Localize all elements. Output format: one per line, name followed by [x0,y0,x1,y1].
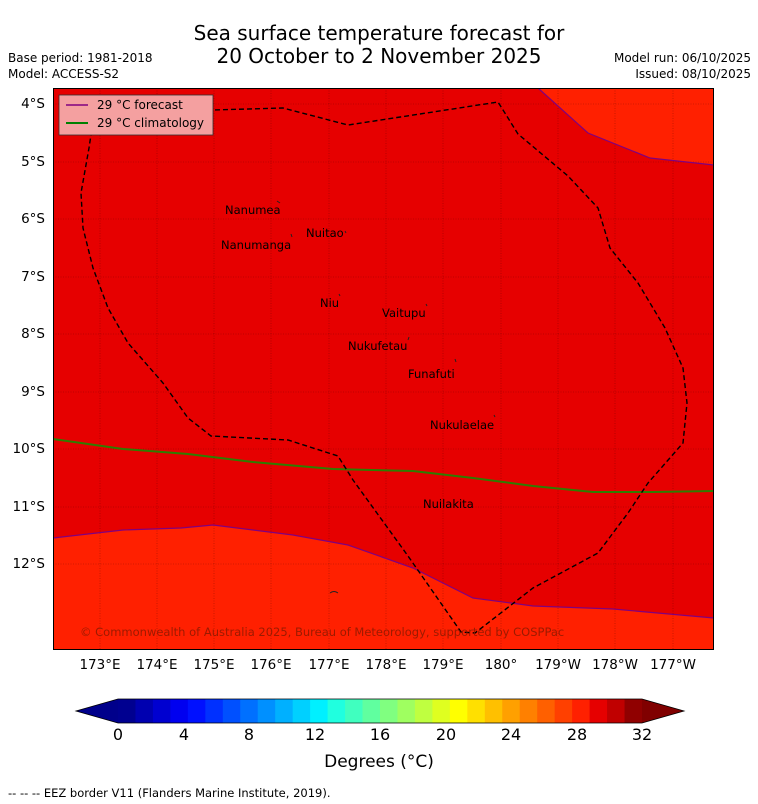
forecast-29c-contour-north [537,88,714,166]
colorbar-cell [484,699,503,723]
lon-label: 173°E [79,657,121,673]
colorbar-tick-label: 28 [566,725,588,744]
lon-label: 174°E [136,657,178,673]
place-label: Niu [320,296,339,310]
island-marks [276,200,496,594]
colorbar-cell [467,699,486,723]
eez-footnote: -- -- -- EEZ border V11 (Flanders Marine… [8,786,331,800]
colorbar-outline [74,698,686,724]
colorbar-cell [624,699,643,723]
place-label: Nanumanga [221,238,291,252]
colorbar-tick-label: 0 [112,725,124,744]
colorbar-cell [187,699,206,723]
map-legend: 29 °C forecast 29 °C climatology [58,94,214,136]
place-label: Nukulaelae [430,418,494,432]
colorbar-cell [152,699,171,723]
colorbar-cell [327,699,346,723]
place-label: Nuilakita [423,497,474,511]
colorbar-tick-label: 24 [500,725,522,744]
colorbar-cell [292,699,311,723]
lon-label: 177°E [308,657,350,673]
lat-label: 9°S [21,384,45,400]
model-name-text: Model: ACCESS-S2 [8,67,120,81]
lon-label: 178°E [365,657,407,673]
model-run-text: Model run: 06/10/2025 [613,51,751,65]
lon-label: 179°W [535,657,581,673]
lat-label: 10°S [12,441,46,457]
lat-label: 12°S [12,556,46,572]
colorbar-cell [222,699,241,723]
colorbar-cell [118,699,136,723]
place-label: Nuitao [306,226,344,240]
place-label: Nanumea [225,203,281,217]
chart-title-line-2: 20 October to 2 November 2025 [216,44,542,68]
sst-29-30-region [53,88,714,618]
colorbar-cell [607,699,625,723]
colorbar-cell [432,699,451,723]
base-period-text: Base period: 1981-2018 [8,51,153,65]
chart-title-line-1: Sea surface temperature forecast for [193,21,565,45]
place-label: Vaitupu [382,306,426,320]
eez-border [80,101,688,634]
lat-label: 5°S [21,154,45,170]
colorbar-cell [554,699,573,723]
lon-label: 178°W [592,657,638,673]
climatology-29c-contour [53,438,714,493]
colorbar-cell [205,699,224,723]
colorbar-units-label: Degrees (°C) [324,752,434,772]
colorbar-tick-label: 32 [631,725,653,744]
lon-label: 175°E [193,657,235,673]
place-label: Funafuti [408,367,455,381]
forecast-29c-contour-south [53,524,714,619]
lat-label: 11°S [12,499,46,515]
colorbar-tick-label: 16 [369,725,391,744]
lon-label: 177°W [650,657,696,673]
sst-colorbar [74,698,686,724]
colorbar-over-triangle [642,699,684,723]
lon-label: 176°E [250,657,292,673]
colorbar-cell [414,699,433,723]
lat-label: 7°S [21,269,45,285]
colorbar-cell [310,699,328,723]
colorbar-under-triangle [76,699,118,723]
place-label: Nukufetau [348,339,407,353]
colorbar-cell [257,699,276,723]
forecast-legend-label: 29 °C forecast [97,98,183,112]
issued-date-text: Issued: 08/10/2025 [635,67,751,81]
colorbar-tick-label: 20 [435,725,457,744]
colorbar-tick-label: 12 [304,725,326,744]
colorbar-cell [362,699,381,723]
colorbar-cell [537,699,556,723]
lon-label: 180° [484,657,518,673]
copyright-watermark: © Commonwealth of Australia 2025, Bureau… [80,625,564,639]
colorbar-cell [502,699,521,723]
map-frame [53,88,714,650]
climatology-legend-label: 29 °C climatology [97,116,204,130]
colorbar-cell [275,699,294,723]
colorbar-cell [397,699,416,723]
lat-label: 8°S [21,326,45,342]
colorbar-cell [380,699,398,723]
colorbar-cell [589,699,608,723]
colorbar-cell [135,699,154,723]
colorbar-cell [572,699,590,723]
lon-label: 179°E [422,657,464,673]
lat-label: 4°S [21,96,45,112]
lat-label: 6°S [21,211,45,227]
colorbar-cell [449,699,468,723]
colorbar-cell [345,699,363,723]
colorbar-tick-label: 8 [243,725,255,744]
colorbar-cell [240,699,259,723]
colorbar-tick-label: 4 [178,725,190,744]
sst-map: Nanumea Nuitao Nanumanga Niu Vaitupu Nuk… [53,88,714,650]
colorbar-cell [170,699,189,723]
colorbar-cell [519,699,538,723]
